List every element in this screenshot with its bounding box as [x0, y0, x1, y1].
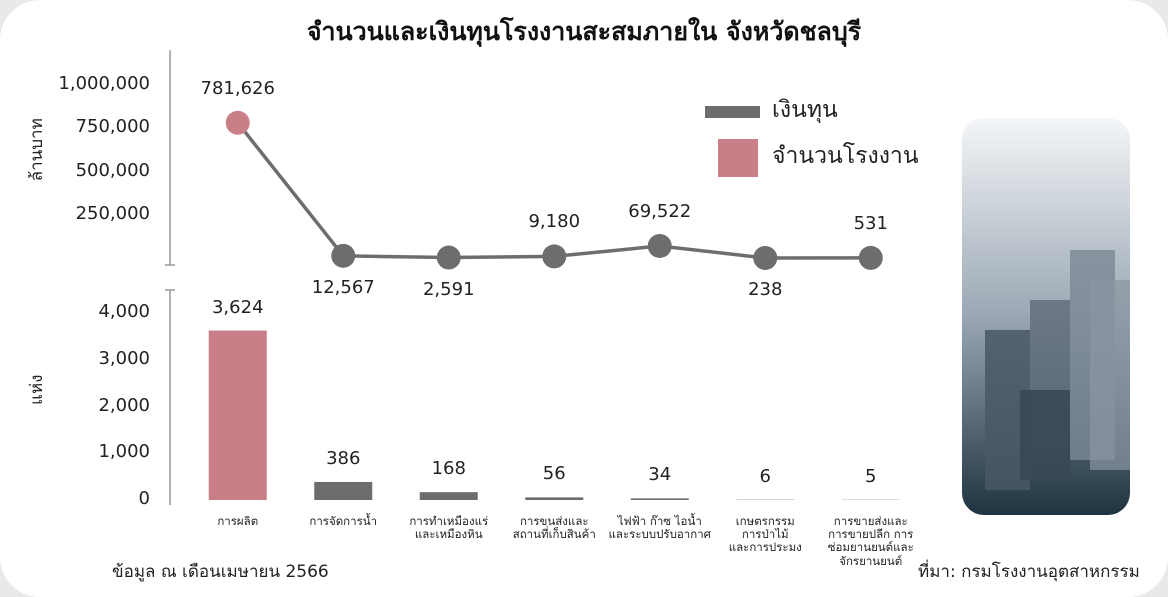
bar: [208, 330, 267, 500]
point: [542, 244, 567, 269]
point: [647, 233, 672, 258]
point: [225, 110, 250, 135]
y-tick-label: 0: [138, 488, 150, 509]
bar: [419, 492, 478, 500]
x-tick-label: การผลิต: [217, 514, 259, 528]
y-axis-label: ล้านบาท: [27, 118, 48, 182]
title: จำนวนและเงินทุนโรงงานสะสมภายใน จังหวัดชล…: [306, 17, 862, 46]
point: [331, 243, 356, 268]
y-tick-label: 250,000: [75, 202, 150, 224]
x-tick-label: การจัดการน้ำ: [309, 514, 378, 528]
legend-label: เงินทุน: [772, 97, 838, 123]
point: [436, 245, 461, 270]
y-tick-label: 750,000: [75, 116, 150, 138]
y-tick-label: 1,000: [98, 441, 150, 463]
value-label: 5: [865, 465, 877, 487]
x-tick-label: ไฟฟ้า ก๊าซ ไอน้ำ และระบบปรับอากาศ: [608, 514, 711, 542]
y-tick-label: 3,000: [98, 347, 150, 369]
y-tick-label: 1,000,000: [58, 73, 150, 94]
y-tick-label: 500,000: [75, 159, 150, 181]
legend-label: จำนวนโรงงาน: [772, 143, 919, 169]
value-label: 12,567: [311, 276, 375, 298]
value-label: 531: [853, 212, 888, 234]
bar: [525, 497, 584, 500]
point: [753, 245, 778, 270]
legend-swatch: [705, 106, 760, 118]
value-label: 3,624: [211, 296, 264, 318]
value-label: 9,180: [528, 211, 581, 233]
value-label: 238: [748, 278, 783, 300]
value-label: 781,626: [200, 77, 275, 99]
note: ข้อมูล ณ เดือนเมษายน 2566: [112, 562, 329, 582]
coin-photo: [962, 118, 1130, 515]
x-tick-label: เกษตรกรรม การป่าไม้ และการประมง: [728, 514, 802, 555]
value-label: 386: [326, 447, 361, 469]
bar: [314, 481, 373, 500]
value-label: 56: [542, 463, 566, 485]
value-label: 34: [648, 464, 672, 486]
value-label: 2,591: [422, 278, 475, 300]
value-label: 6: [759, 465, 771, 487]
y-tick-label: 4,000: [98, 301, 150, 322]
x-tick-label: การขายส่งและ การขายปลีก การ ซ่อมยานยนต์แ…: [827, 514, 914, 568]
y-tick-label: 2,000: [98, 394, 150, 416]
source: ที่มา: กรมโรงงานอุตสาหกรรม: [918, 562, 1140, 582]
bar: [630, 498, 689, 500]
value-label: 69,522: [628, 200, 692, 222]
point: [858, 245, 883, 270]
legend-swatch: [718, 139, 758, 177]
x-tick-label: การขนส่งและ สถานที่เก็บสินค้า: [512, 514, 596, 542]
value-label: 168: [431, 458, 466, 480]
x-tick-label: การทำเหมืองแร่ และเหมืองหิน: [409, 514, 489, 542]
